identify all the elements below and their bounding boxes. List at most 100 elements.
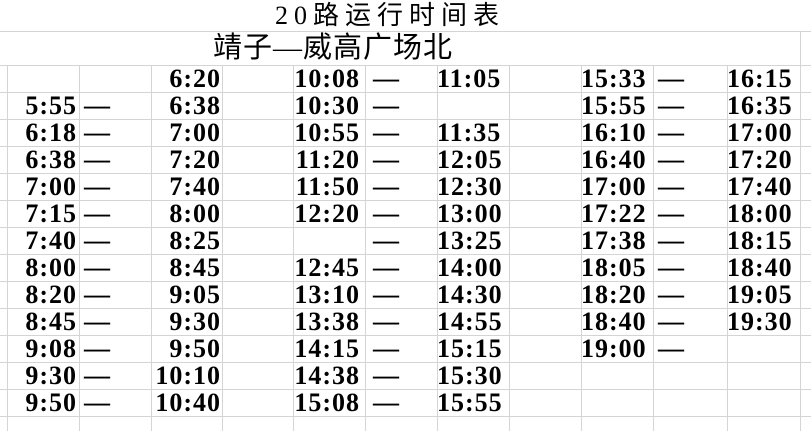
time-cell: 14:55 (437, 307, 503, 336)
time-cell: 17:22 (581, 199, 647, 228)
dash-cell: — (373, 253, 399, 282)
gridline (0, 308, 811, 309)
time-cell: 11:05 (437, 64, 502, 93)
gridline (509, 65, 510, 431)
time-cell: 17:20 (727, 145, 793, 174)
gridline (222, 65, 223, 431)
time-cell: 16:15 (727, 64, 793, 93)
time-cell: 9:50 (169, 334, 221, 363)
time-cell: 15:08 (294, 388, 360, 417)
gridline (365, 65, 366, 431)
time-cell: 15:15 (437, 334, 503, 363)
dash-cell: — (373, 145, 399, 174)
time-cell: 19:30 (727, 307, 793, 336)
time-cell: 9:30 (25, 361, 77, 390)
gridline (0, 146, 811, 147)
time-cell: 19:00 (581, 334, 647, 363)
time-cell: 9:05 (169, 280, 221, 309)
gridline (437, 65, 438, 431)
dash-cell: — (373, 226, 399, 255)
dash-cell: — (373, 91, 399, 120)
dash-cell: — (373, 334, 399, 363)
time-cell: 7:00 (25, 172, 77, 201)
gridline (800, 65, 801, 431)
dash-cell: — (84, 91, 110, 120)
time-cell: 12:05 (437, 145, 503, 174)
time-cell: 10:10 (155, 361, 221, 390)
time-cell: 8:45 (169, 253, 221, 282)
dash-cell: — (84, 145, 110, 174)
dash-cell: — (658, 226, 684, 255)
time-cell: 11:50 (295, 172, 360, 201)
time-cell: 14:30 (437, 280, 503, 309)
time-cell: 12:45 (294, 253, 360, 282)
dash-cell: — (84, 388, 110, 417)
dash-cell: — (373, 64, 399, 93)
time-cell: 8:45 (25, 307, 77, 336)
time-cell: 10:30 (294, 91, 360, 120)
gridline (79, 65, 80, 431)
time-cell: 15:30 (437, 361, 503, 390)
time-cell: 15:55 (437, 388, 503, 417)
time-cell: 15:33 (581, 64, 647, 93)
time-cell: 9:50 (25, 388, 77, 417)
time-cell: 7:20 (169, 145, 221, 174)
time-cell: 8:20 (25, 280, 77, 309)
time-cell: 8:25 (169, 226, 221, 255)
gridline (0, 200, 811, 201)
dash-cell: — (84, 199, 110, 228)
time-cell: 9:08 (25, 334, 77, 363)
time-cell: 18:20 (581, 280, 647, 309)
dash-cell: — (658, 334, 684, 363)
dash-cell: — (658, 307, 684, 336)
time-cell: 18:40 (727, 253, 793, 282)
dash-cell: — (373, 307, 399, 336)
gridline (0, 254, 811, 255)
page-title: 20路运行时间表 (274, 1, 505, 30)
dash-cell: — (373, 280, 399, 309)
time-cell: 8:00 (169, 199, 221, 228)
gridline (727, 65, 728, 431)
time-cell: 14:15 (294, 334, 360, 363)
time-cell: 18:40 (581, 307, 647, 336)
time-cell: 9:30 (169, 307, 221, 336)
dash-cell: — (84, 361, 110, 390)
timetable-grid: 6:20 10:08—11:05 15:33—16:15 5:55—6:38 10:30… (0, 65, 811, 416)
dash-cell: — (373, 361, 399, 390)
time-cell: 16:10 (581, 118, 647, 147)
time-cell: 7:40 (169, 172, 221, 201)
time-cell: 7:15 (25, 199, 77, 228)
dash-cell: — (84, 307, 110, 336)
time-cell: 7:00 (169, 118, 221, 147)
time-cell: 19:05 (727, 280, 793, 309)
dash-cell: — (84, 118, 110, 147)
dash-cell: — (373, 172, 399, 201)
gridline (0, 65, 811, 66)
time-cell: 6:38 (169, 91, 221, 120)
dash-cell: — (84, 253, 110, 282)
time-cell: 13:10 (294, 280, 360, 309)
dash-cell: — (658, 280, 684, 309)
time-cell: 13:00 (437, 199, 503, 228)
dash-cell: — (658, 91, 684, 120)
time-cell: 12:20 (294, 199, 360, 228)
gridline (7, 65, 8, 431)
dash-cell: — (84, 334, 110, 363)
time-cell: 16:35 (727, 91, 793, 120)
gridline (0, 281, 811, 282)
dash-cell: — (658, 199, 684, 228)
dash-cell: — (373, 388, 399, 417)
time-cell: 6:20 (169, 64, 221, 93)
gridline (0, 173, 811, 174)
time-cell: 11:20 (295, 145, 360, 174)
dash-cell: — (658, 172, 684, 201)
time-cell: 14:38 (294, 361, 360, 390)
time-cell: 13:25 (437, 226, 503, 255)
gridline (151, 65, 152, 431)
time-cell: 14:00 (437, 253, 503, 282)
time-cell: 10:40 (155, 388, 221, 417)
time-cell: 18:05 (581, 253, 647, 282)
dash-cell: — (373, 118, 399, 147)
